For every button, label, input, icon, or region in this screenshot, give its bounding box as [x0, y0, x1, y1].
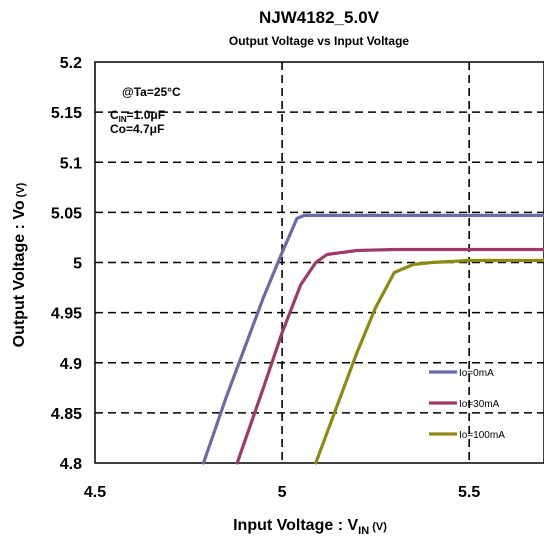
y-tick-label: 4.8	[60, 456, 82, 473]
y-axis-label-text: Output Voltage : Vo	[11, 200, 28, 347]
chart-title: NJW4182_5.0V	[259, 8, 380, 27]
y-tick-label: 5.15	[51, 105, 82, 122]
annotation-co: Co=4.7μF	[110, 122, 164, 136]
y-tick-label: 4.85	[51, 406, 82, 423]
series-line-3	[314, 258, 544, 465]
annotation-cin-symbol: C	[110, 108, 119, 122]
x-axis-label-unit: (V)	[369, 521, 387, 533]
series-line-1	[201, 213, 544, 465]
x-axis-label-subscript: IN	[358, 525, 369, 537]
grid-lines	[95, 62, 544, 463]
y-tick-label: 5.05	[51, 205, 82, 222]
annotation-cin: CIN=1.0μF	[110, 108, 165, 124]
y-tick-label: 5.1	[60, 155, 82, 172]
chart-subtitle: Output Voltage vs Input Voltage	[229, 34, 410, 48]
y-axis-label-unit: (V)	[15, 182, 27, 200]
y-tick-label: 5.2	[60, 55, 82, 72]
annotation-cin-subscript: IN	[119, 115, 127, 124]
annotation-cin-value: =1.0μF	[127, 108, 165, 122]
annotation-temperature: @Ta=25°C	[122, 85, 181, 99]
series-lines	[201, 213, 544, 465]
y-tick-label: 5	[73, 256, 82, 273]
plot-area-frame	[94, 61, 544, 464]
legend-label-1: Io=0mA	[459, 368, 494, 379]
y-tick-label: 4.9	[60, 356, 82, 373]
series-line-2	[235, 247, 544, 465]
legend-label-3: Io=100mA	[459, 430, 505, 441]
x-tick-label: 5.5	[458, 484, 480, 501]
legend: Io=0mA Io=30mA Io=100mA	[429, 368, 505, 441]
y-axis-label: Output Voltage : Vo (V)	[11, 182, 28, 347]
x-tick-label: 4.5	[84, 484, 106, 501]
legend-label-2: Io=30mA	[459, 399, 500, 410]
x-tick-label: 5	[278, 484, 287, 501]
x-axis-label-text: Input Voltage : V	[233, 517, 358, 534]
y-tick-labels: 4.8 4.85 4.9 4.95 5 5.05 5.1 5.15 5.2	[51, 55, 82, 473]
y-tick-label: 4.95	[51, 306, 82, 323]
x-tick-labels: 4.5 5 5.5	[84, 484, 481, 501]
annotation-box: @Ta=25°C CIN=1.0μF Co=4.7μF	[110, 85, 181, 136]
x-axis-label: Input Voltage : VIN (V)	[233, 517, 387, 537]
